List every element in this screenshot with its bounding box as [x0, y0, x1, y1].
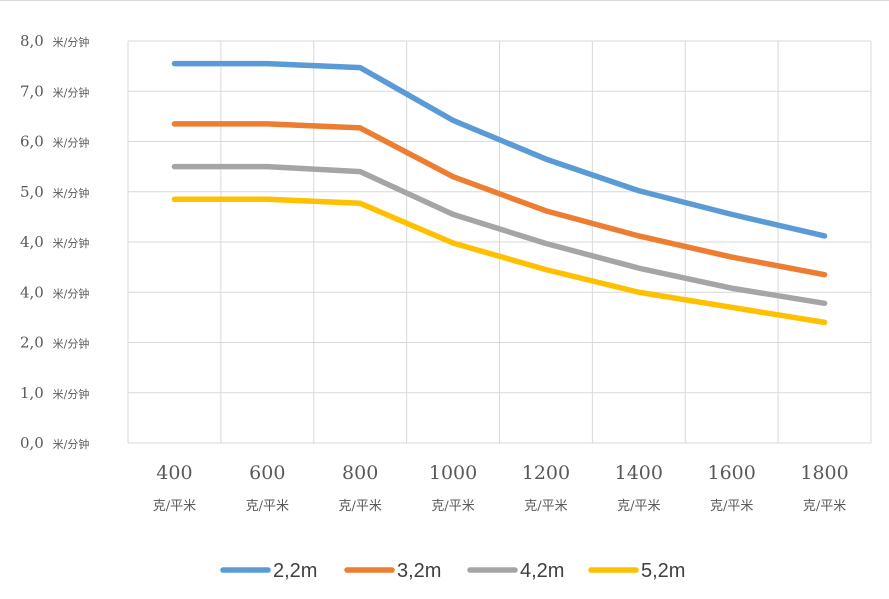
- y-tick-label: 1,0 米/分钟: [20, 384, 89, 402]
- x-tick-unit: 克/平米: [153, 499, 196, 514]
- y-tick-unit: 米/分钟: [53, 236, 90, 250]
- gridlines: [127, 40, 872, 444]
- y-tick-label: 5,0 米/分钟: [20, 183, 89, 201]
- x-tick-label: 1000: [429, 462, 477, 484]
- x-axis-ticks: 400 克/平米 600 克/平米 800 克/平米 1000 克/平米 1200 克/平米 140…: [153, 462, 849, 514]
- x-tick-label: 600: [249, 462, 285, 484]
- y-tick-unit: 米/分钟: [53, 186, 90, 200]
- series-line-4: [171, 196, 828, 326]
- y-tick-label: 8,0 米/分钟: [20, 32, 89, 50]
- y-tick-label: 4,0 米/分钟: [20, 233, 89, 251]
- y-tick-unit: 米/分钟: [53, 337, 90, 351]
- x-tick-label: 400: [156, 462, 192, 484]
- x-tick-unit: 克/平米: [524, 499, 567, 514]
- y-tick-value: 4,0: [20, 283, 49, 301]
- x-tick-unit: 克/平米: [431, 499, 474, 514]
- legend-label: 2,2m: [273, 560, 317, 582]
- y-tick-label: 7,0 米/分钟: [20, 82, 89, 100]
- legend-label: 4,2m: [520, 560, 564, 582]
- y-tick-unit: 米/分钟: [53, 35, 90, 49]
- series-line-3: [171, 163, 828, 307]
- x-tick-label: 1200: [522, 462, 570, 484]
- legend-label: 3,2m: [397, 560, 441, 582]
- y-tick-unit: 米/分钟: [53, 286, 90, 300]
- x-tick-unit: 克/平米: [617, 499, 660, 514]
- x-tick-label: 1800: [800, 462, 848, 484]
- x-tick-unit: 克/平米: [803, 499, 846, 514]
- legend-label: 5,2m: [641, 560, 685, 582]
- x-tick-unit: 克/平米: [710, 499, 753, 514]
- y-tick-label: 2,0 米/分钟: [20, 334, 89, 352]
- series-lines: [171, 60, 828, 326]
- legend: 2,2m 3,2m 4,2m 5,2m: [220, 560, 685, 582]
- y-tick-value: 4,0: [20, 233, 49, 251]
- y-tick-unit: 米/分钟: [53, 85, 90, 99]
- y-tick-value: 2,0: [20, 334, 49, 352]
- y-tick-unit: 米/分钟: [53, 136, 90, 150]
- y-tick-label: 6,0 米/分钟: [20, 133, 89, 151]
- y-tick-value: 1,0: [20, 384, 49, 402]
- y-tick-value: 8,0: [20, 32, 49, 50]
- x-tick-unit: 克/平米: [246, 499, 289, 514]
- y-tick-label: 0,0 米/分钟: [20, 434, 89, 452]
- x-tick-label: 800: [342, 462, 378, 484]
- y-tick-value: 7,0: [20, 82, 49, 100]
- y-tick-value: 0,0: [20, 434, 49, 452]
- x-tick-label: 1600: [708, 462, 756, 484]
- y-tick-label: 4,0 米/分钟: [20, 283, 89, 301]
- y-axis-ticks: 0,0 米/分钟1,0 米/分钟2,0 米/分钟4,0 米/分钟4,0 米/分钟…: [20, 32, 89, 452]
- x-tick-label: 1400: [615, 462, 663, 484]
- x-tick-unit: 克/平米: [338, 499, 381, 514]
- y-tick-value: 6,0: [20, 133, 49, 151]
- y-tick-value: 5,0: [20, 183, 49, 201]
- y-tick-unit: 米/分钟: [53, 387, 90, 401]
- series-line-2: [171, 121, 828, 278]
- series-line-1: [171, 60, 828, 239]
- y-tick-unit: 米/分钟: [53, 437, 90, 451]
